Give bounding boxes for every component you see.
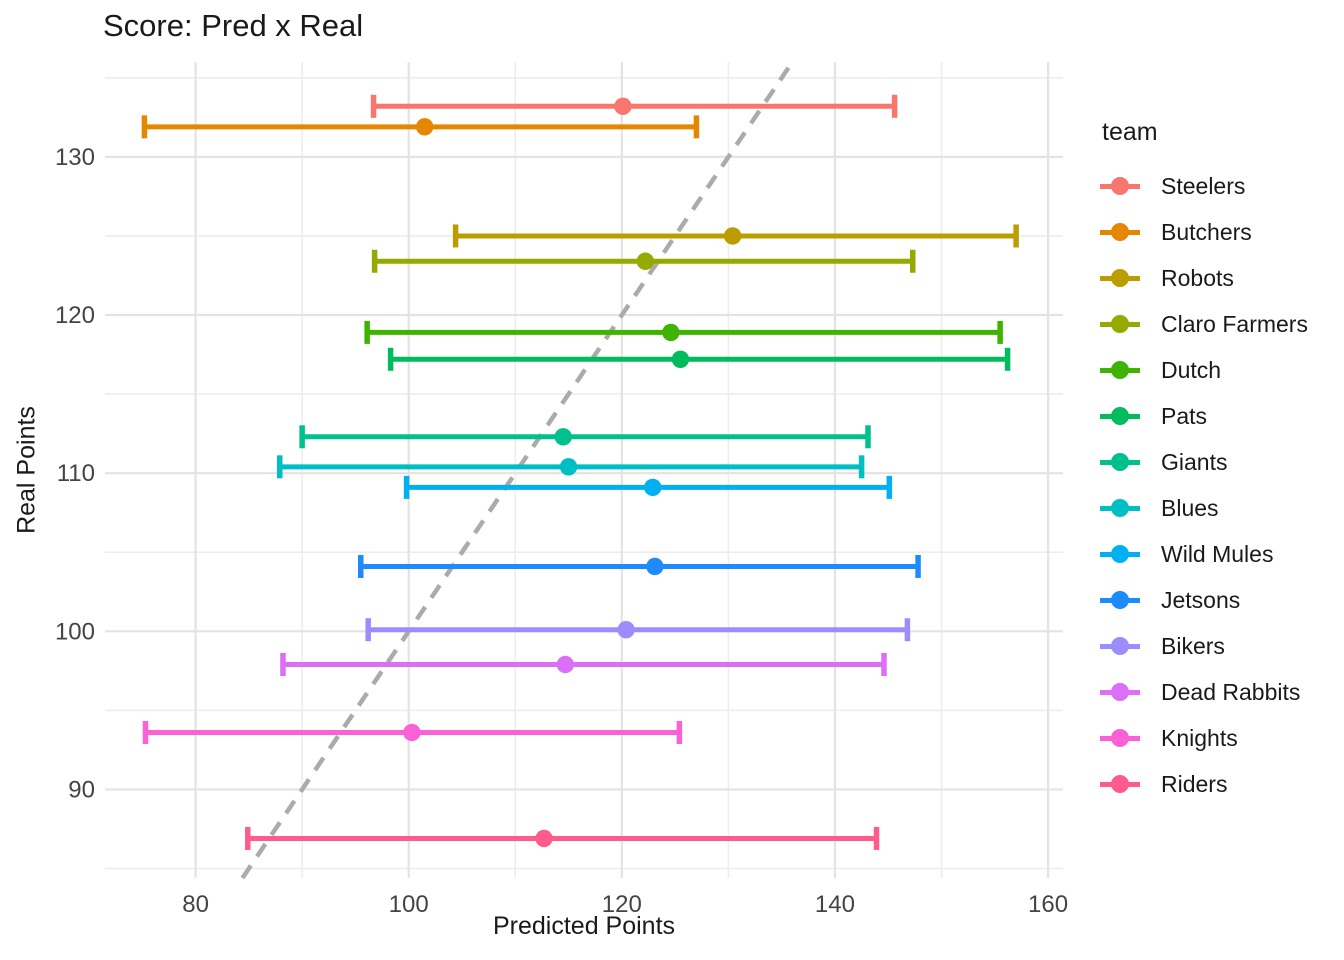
point-blues <box>559 458 578 476</box>
legend-key-icon-claro-farmers <box>1100 312 1140 336</box>
x-axis-title: Predicted Points <box>492 912 676 940</box>
legend-key-icon-jetsons <box>1100 588 1140 612</box>
legend-item-claro-farmers: Claro Farmers <box>1100 301 1344 347</box>
legend-key-dot-blues <box>1111 499 1129 517</box>
legend-key-dot-butchers <box>1111 223 1129 241</box>
legend-item-jetsons: Jetsons <box>1100 577 1344 623</box>
legend-key-icon-giants <box>1100 450 1140 474</box>
legend-key-dot-knights <box>1111 729 1129 747</box>
point-butchers <box>415 118 434 136</box>
legend-key-dot-dutch <box>1111 361 1129 379</box>
legend-key-dot-steelers <box>1111 177 1129 195</box>
legend-key-icon-wild-mules <box>1100 542 1140 566</box>
point-dutch <box>662 323 680 342</box>
legend-item-bikers: Bikers <box>1100 623 1344 669</box>
x-tick-label-100: 100 <box>389 891 429 918</box>
legend-label-giants: Giants <box>1161 448 1228 475</box>
legend-item-blues: Blues <box>1100 485 1344 531</box>
legend-item-steelers: Steelers <box>1100 163 1344 209</box>
legend-key-dot-giants <box>1111 453 1129 471</box>
y-tick-label-100: 100 <box>55 618 95 645</box>
x-tick-label-120: 120 <box>602 891 642 918</box>
legend-key-dot-claro-farmers <box>1111 315 1129 333</box>
legend-item-dead-rabbits: Dead Rabbits <box>1100 669 1344 715</box>
legend-label-jetsons: Jetsons <box>1161 586 1241 613</box>
chart-title: Score: Pred x Real <box>103 8 364 43</box>
legend-label-pats: Pats <box>1161 402 1208 429</box>
point-pats <box>671 350 690 369</box>
legend-item-wild-mules: Wild Mules <box>1100 531 1344 577</box>
legend-key-icon-dead-rabbits <box>1100 680 1140 704</box>
identity-line <box>240 60 795 880</box>
point-wild-mules <box>644 478 662 497</box>
legend-label-wild-mules: Wild Mules <box>1161 540 1274 567</box>
legend-key-icon-blues <box>1100 496 1140 520</box>
point-knights <box>403 723 421 742</box>
point-bikers <box>617 621 635 639</box>
legend-item-giants: Giants <box>1100 439 1344 485</box>
point-riders <box>535 829 553 848</box>
legend-key-icon-pats <box>1100 404 1140 428</box>
legend-key-icon-steelers <box>1100 174 1140 198</box>
legend-item-pats: Pats <box>1100 393 1344 439</box>
y-tick-label-110: 110 <box>57 460 95 487</box>
point-giants <box>554 428 572 446</box>
legend-item-riders: Riders <box>1100 761 1344 807</box>
legend-item-robots: Robots <box>1100 255 1344 301</box>
y-tick-label-120: 120 <box>55 302 95 329</box>
legend-key-dot-riders <box>1111 775 1129 793</box>
x-tick-label-160: 160 <box>1028 891 1068 918</box>
legend-key-icon-knights <box>1100 726 1140 750</box>
legend: team Steelers Butchers Robots Claro Farmers… <box>1100 118 1344 807</box>
legend-label-steelers: Steelers <box>1161 172 1246 199</box>
legend-key-dot-pats <box>1111 407 1129 425</box>
legend-item-knights: Knights <box>1100 715 1344 761</box>
point-jetsons <box>646 557 664 576</box>
legend-key-icon-dutch <box>1100 358 1140 382</box>
legend-key-dot-wild-mules <box>1111 545 1129 563</box>
legend-label-dutch: Dutch <box>1161 356 1222 383</box>
point-claro-farmers <box>636 252 654 270</box>
legend-item-butchers: Butchers <box>1100 209 1344 255</box>
legend-label-dead-rabbits: Dead Rabbits <box>1161 678 1301 705</box>
legend-label-bikers: Bikers <box>1161 632 1225 659</box>
legend-label-knights: Knights <box>1161 724 1238 751</box>
legend-label-riders: Riders <box>1161 770 1228 797</box>
legend-key-icon-butchers <box>1100 220 1140 244</box>
legend-key-dot-jetsons <box>1111 591 1129 609</box>
point-steelers <box>614 97 632 115</box>
y-tick-label-130: 130 <box>55 144 95 171</box>
point-dead-rabbits <box>556 655 575 674</box>
legend-key-dot-robots <box>1111 269 1129 287</box>
legend-key-icon-riders <box>1100 772 1140 796</box>
legend-key-dot-bikers <box>1111 637 1129 655</box>
legend-key-dot-dead-rabbits <box>1111 683 1129 701</box>
legend-label-claro-farmers: Claro Farmers <box>1161 310 1308 337</box>
x-tick-label-140: 140 <box>815 891 855 918</box>
legend-key-icon-robots <box>1100 266 1140 290</box>
y-axis-title: Real Points <box>12 406 41 534</box>
point-robots <box>723 227 742 245</box>
legend-key-icon-bikers <box>1100 634 1140 658</box>
legend-label-butchers: Butchers <box>1161 218 1252 245</box>
y-tick-label-90: 90 <box>68 776 95 803</box>
legend-items: Steelers Butchers Robots Claro Farmers Dutch… <box>1100 163 1344 807</box>
legend-label-blues: Blues <box>1161 494 1219 521</box>
x-tick-label-80: 80 <box>182 891 209 918</box>
legend-label-robots: Robots <box>1161 264 1234 291</box>
legend-title: team <box>1102 118 1158 146</box>
legend-item-dutch: Dutch <box>1100 347 1344 393</box>
